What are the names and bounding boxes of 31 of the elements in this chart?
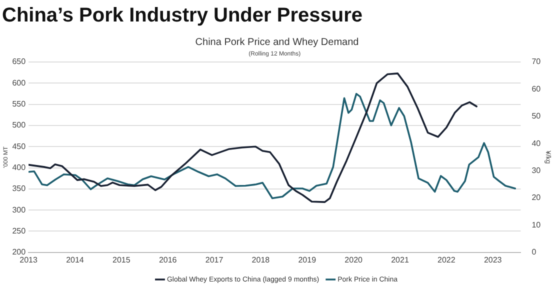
x-tick-label: 2021 [391, 255, 410, 264]
y2-tick-label: 70 [532, 57, 542, 66]
y2-tick-label: 60 [532, 84, 542, 94]
x-tick-label: 2016 [158, 255, 178, 264]
x-tick-label: 2022 [438, 255, 456, 264]
y-tick-label: 350 [12, 184, 26, 194]
x-tick-label: 2019 [298, 255, 317, 264]
chart-title: China’s Pork Industry Under Pressure [2, 4, 362, 27]
y-tick-label: 250 [12, 226, 26, 236]
y-tick-label: 200 [12, 248, 26, 257]
y-tick-label: 600 [12, 78, 26, 88]
y-tick-label: 550 [12, 100, 26, 109]
chart-subtitle: China Pork Price and Whey Demand [195, 36, 359, 48]
x-tick-label: 2018 [252, 255, 270, 264]
y2-tick-label: 30 [532, 166, 542, 176]
y2-tick-label: 40 [532, 138, 542, 148]
y-tick-label: 500 [12, 120, 26, 130]
y-tick-label: 300 [12, 205, 26, 214]
y-tick-label: 400 [12, 162, 26, 172]
x-tick-label: 2017 [205, 255, 224, 264]
x-tick-label: 2014 [66, 255, 84, 264]
y2-tick-label: 10 [532, 220, 542, 230]
y-tick-label: 450 [12, 142, 26, 151]
y-tick-label: 650 [12, 57, 26, 66]
y2-tick-label: 20 [532, 193, 542, 202]
x-tick-label: 2013 [20, 255, 38, 264]
y2-tick-label: 50 [532, 112, 542, 121]
x-tick-label: 2020 [344, 255, 364, 264]
x-tick-label: 2023 [484, 255, 502, 264]
x-tick-label: 2015 [112, 255, 131, 264]
y2-tick-label: 0 [532, 248, 537, 257]
